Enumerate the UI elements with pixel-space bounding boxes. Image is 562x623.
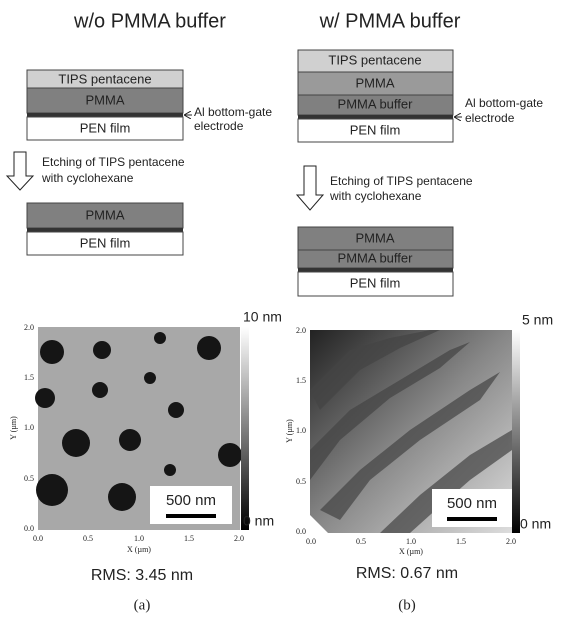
layer-label: PMMA <box>356 75 395 90</box>
layer-label: PMMA <box>86 207 125 222</box>
layer-label: PEN film <box>80 235 131 250</box>
y-tick-label: 1.5 <box>24 373 34 382</box>
x-tick-label: 0.0 <box>306 537 316 546</box>
x-tick-label: 0.5 <box>356 537 366 546</box>
x-axis-label: X (µm) <box>127 545 151 554</box>
caption: (b) <box>398 597 416 613</box>
layer <box>27 113 183 117</box>
layer <box>298 115 453 119</box>
layer-label: PMMA buffer <box>338 96 414 111</box>
x-tick-label: 0.0 <box>33 534 43 543</box>
layer-label: PMMA <box>86 92 125 107</box>
colorbar-label: 0 nm <box>520 516 551 532</box>
panel-title: w/o PMMA buffer <box>73 10 226 32</box>
layer-label: TIPS pentacene <box>58 71 151 86</box>
x-tick-label: 2.0 <box>234 534 244 543</box>
electrode-label: electrode <box>194 119 244 133</box>
x-tick-label: 1.0 <box>406 537 416 546</box>
electrode-label: electrode <box>465 111 515 125</box>
down-arrow <box>7 152 33 190</box>
electrode-label: Al bottom-gate <box>465 96 543 110</box>
y-tick-label: 1.0 <box>24 423 34 432</box>
layer-label: PMMA <box>356 230 395 245</box>
rms-label: RMS: 3.45 nm <box>91 567 193 584</box>
caption: (a) <box>134 597 151 613</box>
panel-a: w/o PMMA buffer TIPS pentacene PMMA PEN … <box>7 10 282 613</box>
layer-label: PMMA buffer <box>338 250 414 265</box>
scale-bar <box>447 517 497 521</box>
x-tick-label: 1.5 <box>456 537 466 546</box>
y-tick-label: 2.0 <box>296 326 306 335</box>
scale-bar-label: 500 nm <box>166 492 216 509</box>
y-tick-label: 0.5 <box>24 474 34 483</box>
x-tick-label: 0.5 <box>83 534 93 543</box>
y-tick-label: 0.5 <box>296 477 306 486</box>
colorbar-label: 0 nm <box>243 513 274 529</box>
colorbar-label: 5 nm <box>522 312 553 328</box>
etching-label: Etching of TIPS pentacene <box>330 174 473 188</box>
scale-bar-label: 500 nm <box>447 495 497 512</box>
electrode-label: Al bottom-gate <box>194 105 272 119</box>
figure: w/o PMMA buffer TIPS pentacene PMMA PEN … <box>0 0 562 618</box>
y-axis-label: Y (µm) <box>285 419 294 443</box>
layer-label: TIPS pentacene <box>328 52 421 67</box>
panel-title: w/ PMMA buffer <box>319 10 461 32</box>
x-tick-label: 1.0 <box>134 534 144 543</box>
x-axis-label: X (µm) <box>399 547 423 556</box>
layer <box>298 268 453 272</box>
y-tick-label: 0.0 <box>24 524 34 533</box>
etching-label: with cyclohexane <box>329 189 422 203</box>
y-axis-label: Y (µm) <box>9 416 18 440</box>
colorbar-label: 10 nm <box>243 309 282 325</box>
scale-bar <box>166 514 216 518</box>
layer <box>27 228 183 232</box>
rms-label: RMS: 0.67 nm <box>356 565 458 582</box>
x-tick-label: 1.5 <box>184 534 194 543</box>
y-tick-label: 0.0 <box>296 527 306 536</box>
y-tick-label: 1.5 <box>296 376 306 385</box>
y-tick-label: 1.0 <box>296 426 306 435</box>
panel-b: w/ PMMA buffer TIPS pentacene PMMA PMMA … <box>285 10 553 613</box>
etching-label: Etching of TIPS pentacene <box>42 155 185 169</box>
layer-label: PEN film <box>350 122 401 137</box>
layer-label: PEN film <box>350 275 401 290</box>
down-arrow <box>297 166 323 210</box>
etching-label: with cyclohexane <box>41 171 134 185</box>
x-tick-label: 2.0 <box>506 537 516 546</box>
layer-label: PEN film <box>80 120 131 135</box>
y-tick-label: 2.0 <box>24 323 34 332</box>
